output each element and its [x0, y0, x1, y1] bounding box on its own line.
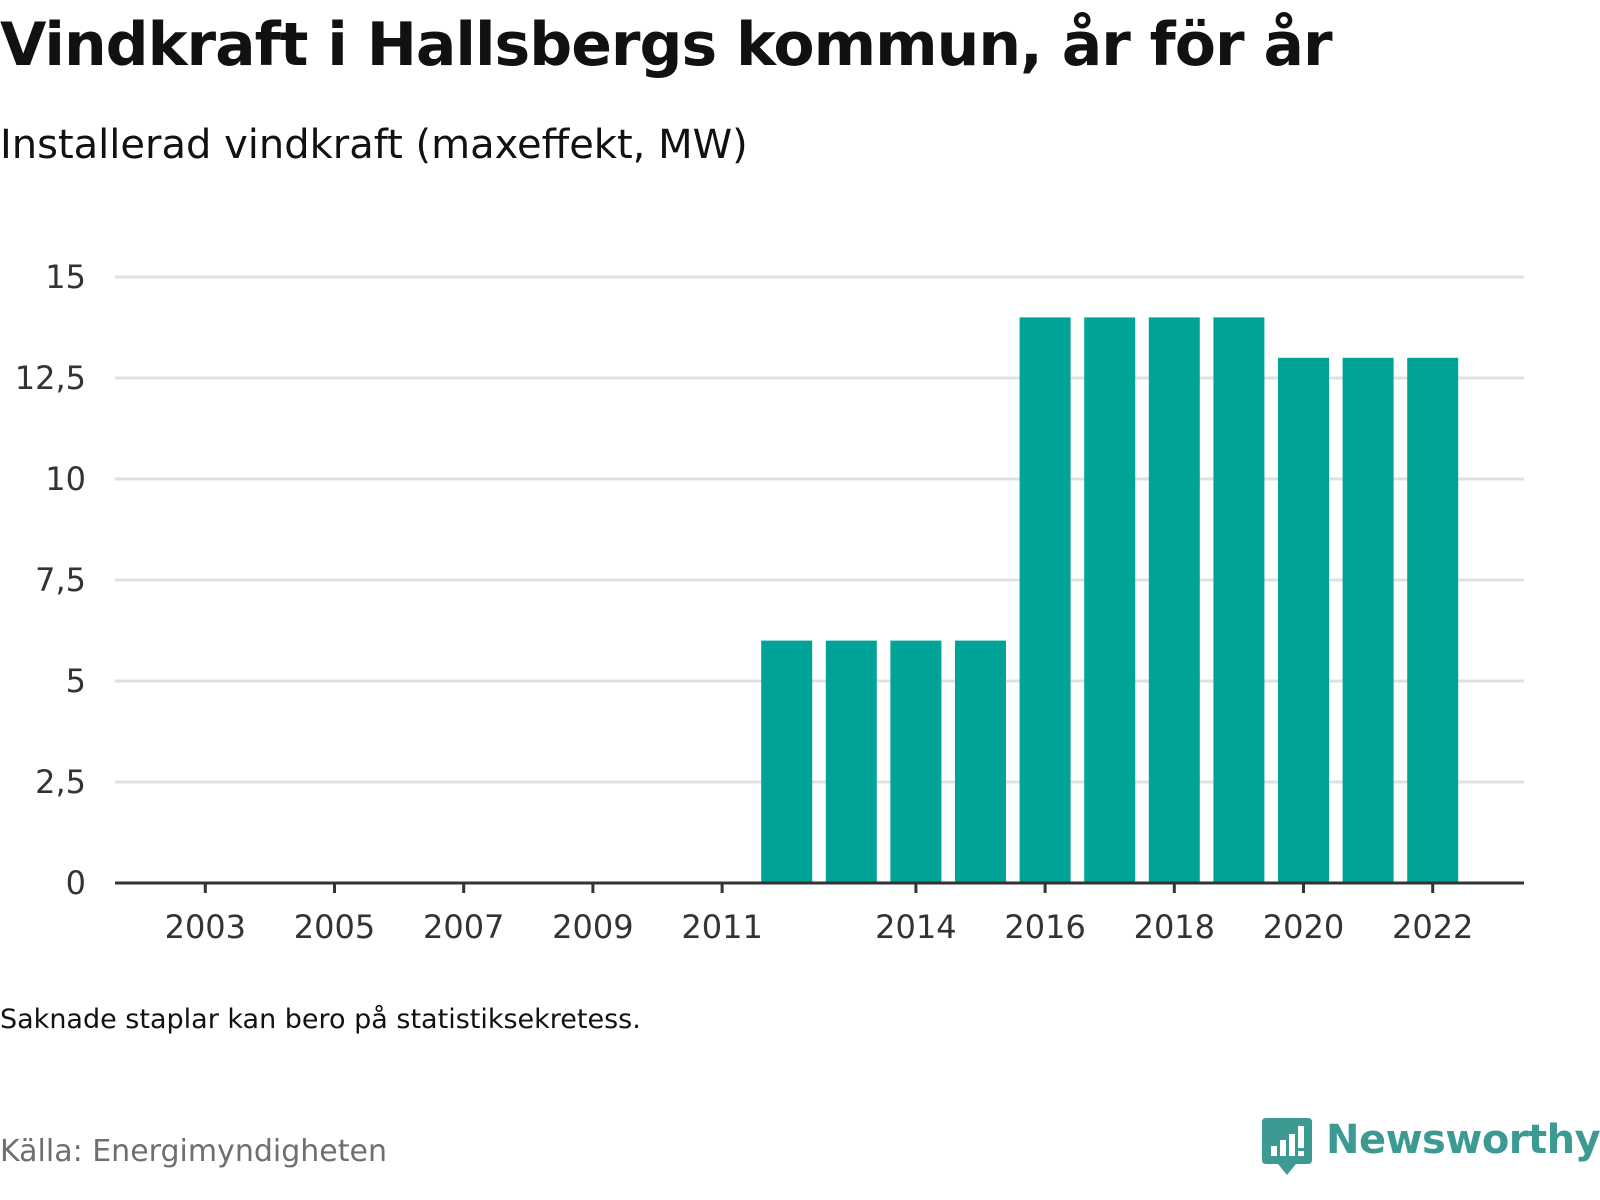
y-tick-label: 5 — [66, 662, 86, 700]
bars — [761, 317, 1459, 883]
bar-2019 — [1213, 317, 1265, 883]
y-tick-label: 15 — [45, 258, 86, 296]
x-axis-ticks: 2003 2005 2007 2009 2011 2014 2016 2018 2020 2022 — [165, 883, 1473, 946]
bar-2014 — [890, 640, 942, 883]
y-tick-label: 12,5 — [15, 359, 86, 397]
y-tick-label: 0 — [66, 864, 86, 902]
bar-2013 — [825, 640, 877, 883]
bar-2022 — [1407, 357, 1459, 883]
x-tick-label: 2011 — [681, 908, 762, 946]
x-tick-label: 2009 — [552, 908, 633, 946]
x-tick-label: 2018 — [1134, 908, 1215, 946]
x-tick-label: 2003 — [165, 908, 246, 946]
footnote: Saknade staplar kan bero på statistiksek… — [0, 1004, 641, 1035]
bar-2016 — [1019, 317, 1071, 883]
x-tick-label: 2020 — [1263, 908, 1344, 946]
bar-chart: 0 2,5 5 7,5 10 12,5 15 2003 2005 2007 2009 2011 201… — [15, 258, 1524, 946]
x-tick-label: 2016 — [1004, 908, 1085, 946]
x-tick-label: 2007 — [423, 908, 504, 946]
chart-title: Vindkraft i Hallsbergs kommun, år för år — [0, 10, 1333, 80]
newsworthy-logo: Newsworthy — [1262, 1118, 1600, 1176]
bar-2021 — [1342, 357, 1394, 883]
x-tick-label: 2014 — [875, 908, 956, 946]
bar-2012 — [761, 640, 813, 883]
bar-2020 — [1278, 357, 1329, 883]
bar-2017 — [1084, 317, 1136, 883]
newsworthy-logo-text: Newsworthy — [1326, 1117, 1600, 1163]
y-axis-ticks: 0 2,5 5 7,5 10 12,5 15 — [15, 258, 86, 902]
x-tick-label: 2022 — [1392, 908, 1473, 946]
newsworthy-logo-icon — [1262, 1118, 1312, 1175]
chart-subtitle: Installerad vindkraft (maxeffekt, MW) — [0, 122, 748, 168]
source-credit: Källa: Energimyndigheten — [0, 1134, 387, 1169]
x-tick-label: 2005 — [294, 908, 375, 946]
bar-2015 — [955, 640, 1006, 883]
y-tick-label: 7,5 — [35, 561, 86, 599]
y-tick-label: 2,5 — [35, 763, 86, 801]
bar-2018 — [1148, 317, 1200, 883]
y-tick-label: 10 — [45, 460, 86, 498]
